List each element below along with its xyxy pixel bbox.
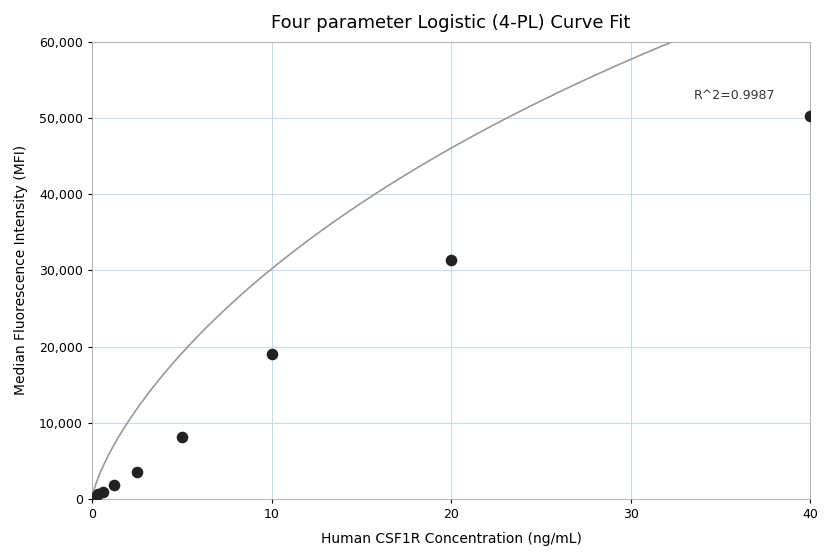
Y-axis label: Median Fluorescence Intensity (MFI): Median Fluorescence Intensity (MFI)	[14, 145, 28, 395]
Point	[444, 255, 458, 264]
Point	[176, 433, 189, 442]
Point	[131, 468, 144, 477]
Point	[265, 349, 278, 358]
Point	[88, 493, 102, 502]
Point	[91, 490, 104, 499]
Text: R^2=0.9987: R^2=0.9987	[694, 88, 775, 101]
Point	[108, 481, 121, 490]
Point	[804, 112, 817, 121]
Point	[97, 488, 110, 497]
Title: Four parameter Logistic (4-PL) Curve Fit: Four parameter Logistic (4-PL) Curve Fit	[271, 14, 631, 32]
X-axis label: Human CSF1R Concentration (ng/mL): Human CSF1R Concentration (ng/mL)	[320, 532, 582, 546]
